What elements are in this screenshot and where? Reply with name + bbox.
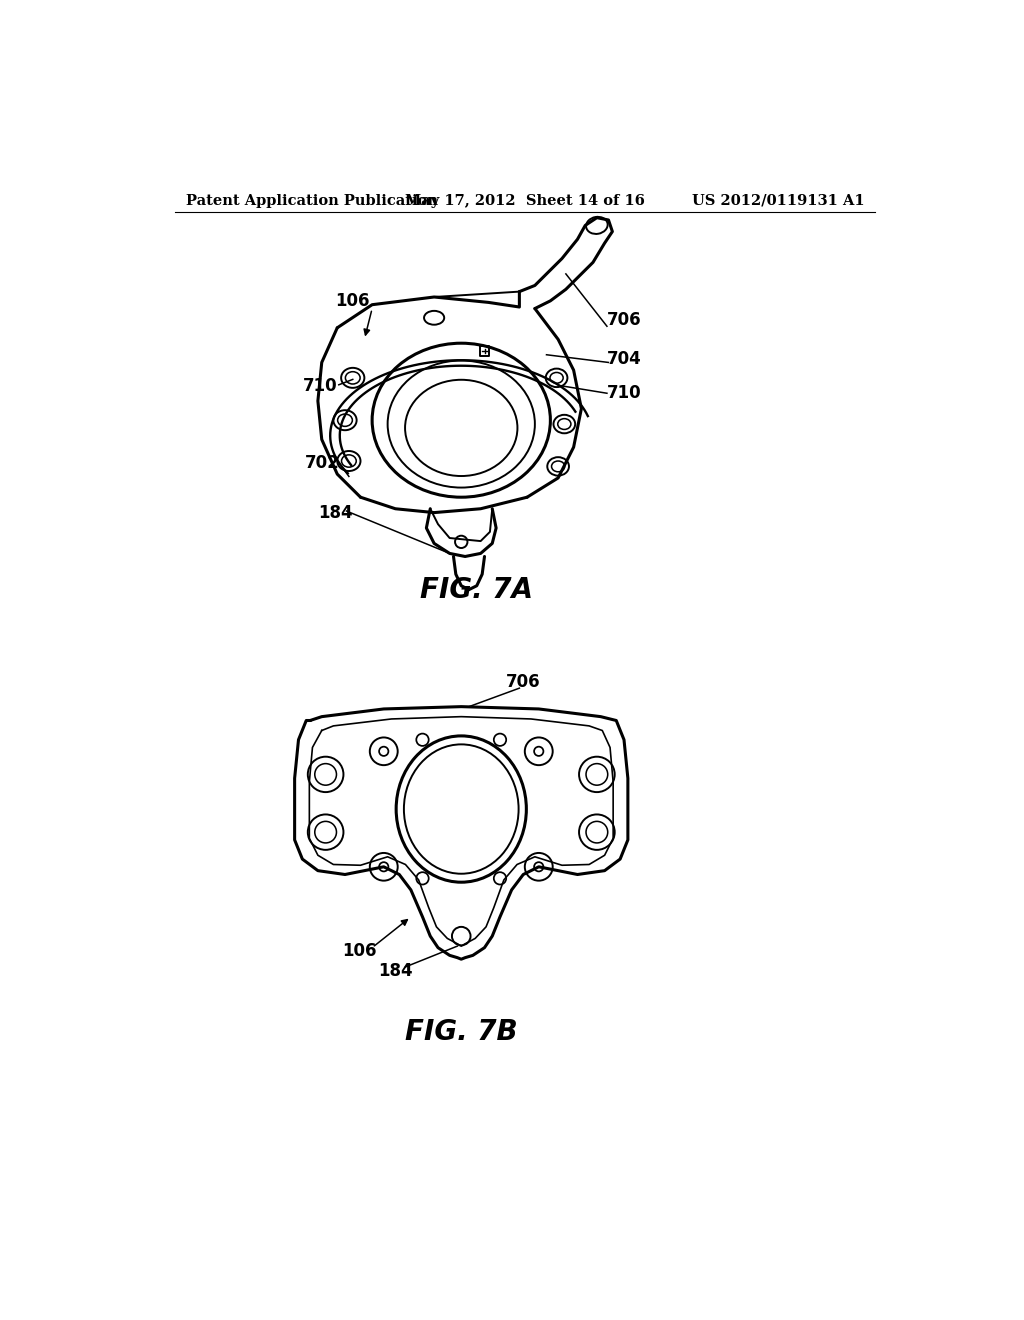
Text: 710: 710 (606, 384, 641, 403)
Text: US 2012/0119131 A1: US 2012/0119131 A1 (691, 194, 864, 207)
Text: 710: 710 (303, 376, 338, 395)
Text: 702: 702 (304, 454, 339, 471)
Text: 704: 704 (606, 350, 641, 367)
Text: 184: 184 (378, 962, 413, 979)
Text: Patent Application Publication: Patent Application Publication (186, 194, 438, 207)
Text: FIG. 7A: FIG. 7A (420, 576, 534, 603)
Text: 106: 106 (342, 942, 376, 961)
Text: 706: 706 (506, 673, 541, 690)
Text: FIG. 7B: FIG. 7B (404, 1018, 517, 1047)
Text: May 17, 2012  Sheet 14 of 16: May 17, 2012 Sheet 14 of 16 (404, 194, 645, 207)
Text: 184: 184 (318, 504, 353, 521)
Text: 706: 706 (606, 312, 641, 329)
Text: 106: 106 (336, 292, 370, 310)
